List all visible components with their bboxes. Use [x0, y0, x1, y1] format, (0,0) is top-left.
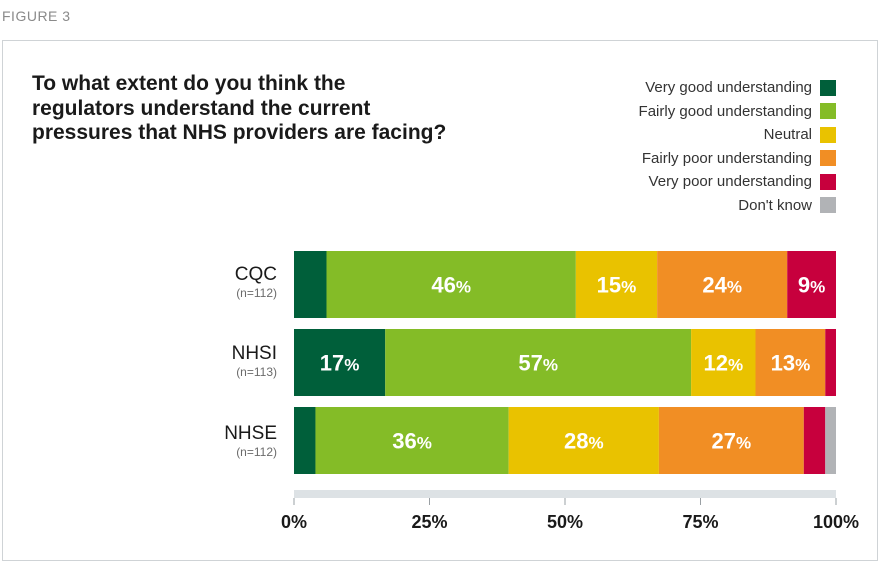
x-tick-label: 25%	[411, 512, 447, 532]
figure-label: FIGURE 3	[2, 8, 71, 24]
data-label: 17%	[320, 351, 360, 376]
legend-item-very-poor: Very poor understanding	[639, 170, 836, 194]
sample-size-label: (n=112)	[236, 445, 277, 459]
category-label: CQC	[234, 264, 277, 285]
bar-segment	[294, 329, 386, 396]
bar-segment	[658, 407, 804, 474]
legend-swatch	[820, 173, 836, 190]
legend-item-dont-know: Don't know	[639, 194, 836, 218]
row-label-nhsi: NHSI (n=113)	[190, 343, 277, 380]
data-label: 46%	[431, 273, 471, 298]
figure-frame	[2, 40, 878, 561]
sample-size-label: (n=112)	[236, 286, 277, 300]
bar-segment	[575, 251, 658, 318]
legend-label: Neutral	[763, 126, 812, 144]
bar-segment	[803, 407, 826, 474]
legend-item-neutral: Neutral	[639, 123, 836, 147]
x-tick-label: 100%	[813, 512, 859, 532]
data-label: 15%	[597, 273, 637, 298]
legend-label: Very good understanding	[645, 79, 812, 97]
row-label-nhse: NHSE (n=112)	[190, 423, 277, 460]
bar-segment	[315, 407, 509, 474]
bar-segment	[691, 329, 756, 396]
bar-segment	[787, 251, 836, 318]
legend-item-very-good: Very good understanding	[639, 76, 836, 100]
legend-swatch	[820, 79, 836, 96]
chart-legend: Very good understanding Fairly good unde…	[639, 76, 836, 217]
legend-item-fairly-good: Fairly good understanding	[639, 100, 836, 124]
data-label: 13%	[771, 351, 811, 376]
bar-segment	[294, 407, 316, 474]
data-label: 27%	[712, 429, 752, 454]
bar-segment	[657, 251, 788, 318]
row-label-cqc: CQC (n=112)	[190, 264, 277, 301]
x-axis-band	[294, 490, 836, 498]
chart-title: To what extent do you think the regulato…	[32, 72, 447, 144]
data-label: 24%	[702, 273, 742, 298]
legend-label: Fairly poor understanding	[641, 149, 812, 167]
category-label: NHSE	[224, 423, 277, 444]
bar-segment	[755, 329, 826, 396]
legend-swatch	[820, 126, 836, 143]
bar-segment	[508, 407, 659, 474]
legend-swatch	[820, 197, 836, 214]
data-label: 57%	[518, 351, 558, 376]
data-label: 9%	[798, 273, 825, 298]
legend-label: Fairly good understanding	[638, 102, 812, 120]
bar-segment	[326, 251, 576, 318]
category-label: NHSI	[231, 343, 277, 364]
x-tick-label: 75%	[682, 512, 718, 532]
data-label: 36%	[392, 429, 432, 454]
x-tick-label: 0%	[281, 512, 307, 532]
data-label: 12%	[704, 351, 744, 376]
bar-segment	[825, 407, 836, 474]
x-tick-label: 50%	[547, 512, 583, 532]
sample-size-label: (n=113)	[236, 365, 277, 379]
data-label: 28%	[564, 429, 604, 454]
bar-segment	[385, 329, 692, 396]
legend-label: Very poor understanding	[648, 173, 812, 191]
bar-segment	[825, 329, 836, 396]
legend-swatch	[820, 103, 836, 120]
legend-swatch	[820, 150, 836, 167]
bar-segment	[294, 251, 327, 318]
legend-label: Don't know	[738, 196, 812, 214]
legend-item-fairly-poor: Fairly poor understanding	[639, 147, 836, 171]
